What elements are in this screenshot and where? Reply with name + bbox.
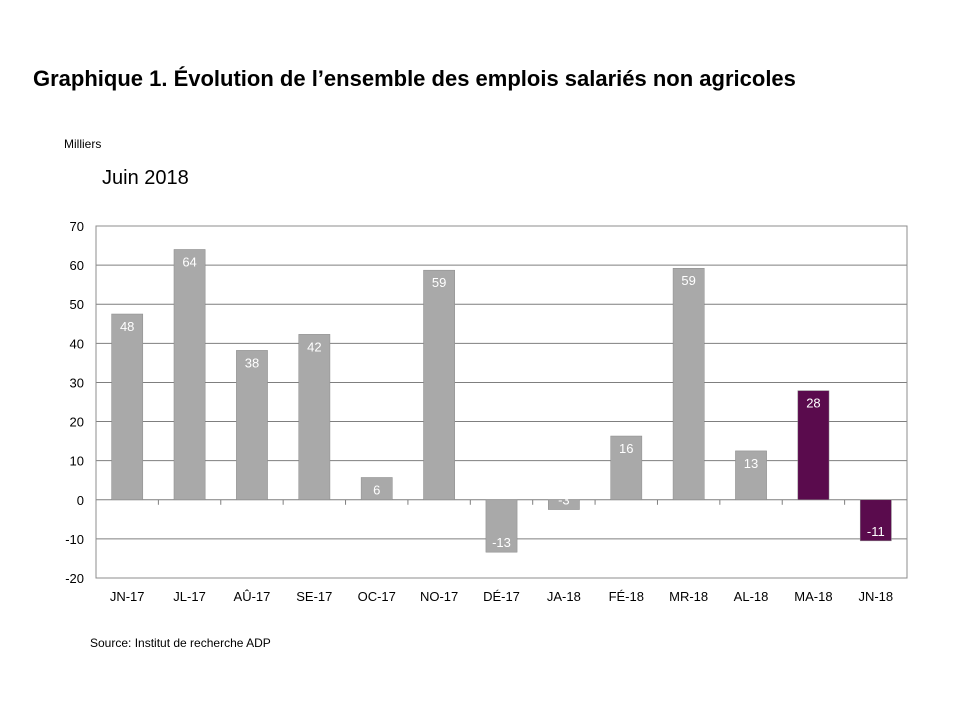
x-tick-label: JL-17 (173, 589, 206, 604)
data-labels: 48 64 38 42 6 59 -13 -3 16 59 13 28 -11 (120, 254, 885, 550)
y-tick-label: -10 (65, 532, 84, 547)
bar (236, 350, 268, 501)
data-label: 64 (182, 254, 196, 269)
y-tick-label: 40 (70, 336, 84, 351)
data-label: 28 (806, 396, 820, 411)
x-tick-label: JN-17 (110, 589, 145, 604)
x-tick-label: MR-18 (669, 589, 708, 604)
chart-subtitle: Juin 2018 (102, 167, 189, 189)
x-tick-label: MA-18 (794, 589, 832, 604)
y-tick-label: 20 (70, 415, 84, 430)
y-axis-ticks: 70 60 50 40 30 20 10 0 -10 -20 (65, 219, 84, 586)
bar (423, 269, 455, 501)
bar (735, 450, 767, 501)
bar (485, 499, 518, 553)
data-label: -3 (558, 493, 570, 508)
x-tick-label: JN-18 (858, 589, 893, 604)
x-tick-label: SE-17 (296, 589, 332, 604)
y-tick-label: -20 (65, 571, 84, 586)
bar (548, 499, 580, 510)
data-label: 16 (619, 441, 633, 456)
y-axis-unit-label: Milliers (64, 137, 102, 151)
x-tick-label: OC-17 (358, 589, 396, 604)
bar (111, 313, 144, 501)
y-tick-label: 30 (70, 375, 84, 390)
data-label: 42 (307, 339, 321, 354)
plot-frame (95, 225, 908, 579)
data-label: 6 (373, 482, 380, 497)
bar (173, 249, 206, 501)
x-tick-label: AÛ-17 (234, 589, 271, 604)
x-tick-label: DÉ-17 (483, 589, 520, 604)
bar (610, 435, 643, 501)
y-tick-label: 0 (77, 493, 84, 508)
bar (360, 477, 393, 501)
data-label: 59 (681, 273, 695, 288)
y-tick-label: 70 (70, 219, 84, 234)
y-tick-label: 50 (70, 297, 84, 312)
bar (672, 267, 705, 501)
data-label: 48 (120, 319, 134, 334)
data-label: -13 (492, 535, 511, 550)
x-tick-label: AL-18 (734, 589, 769, 604)
y-tick-label: 60 (70, 258, 84, 273)
bar (298, 334, 331, 501)
data-label: 13 (744, 456, 758, 471)
x-tick-label: FÉ-18 (609, 589, 644, 604)
source-note: Source: Institut de recherche ADP (90, 636, 271, 650)
x-tick-label: NO-17 (420, 589, 458, 604)
data-label: 59 (432, 275, 446, 290)
x-tick-label: JA-18 (547, 589, 581, 604)
data-label: -11 (867, 524, 885, 539)
x-axis-ticks: JN-17 JL-17 AÛ-17 SE-17 OC-17 NO-17 DÉ-17 JA-18… (110, 589, 893, 604)
bar (797, 390, 830, 501)
bars (111, 249, 892, 553)
data-label: 38 (245, 355, 259, 370)
y-tick-label: 10 (70, 454, 84, 469)
bar (859, 499, 892, 542)
chart-title: Graphique 1. Évolution de l’ensemble des… (33, 66, 796, 91)
